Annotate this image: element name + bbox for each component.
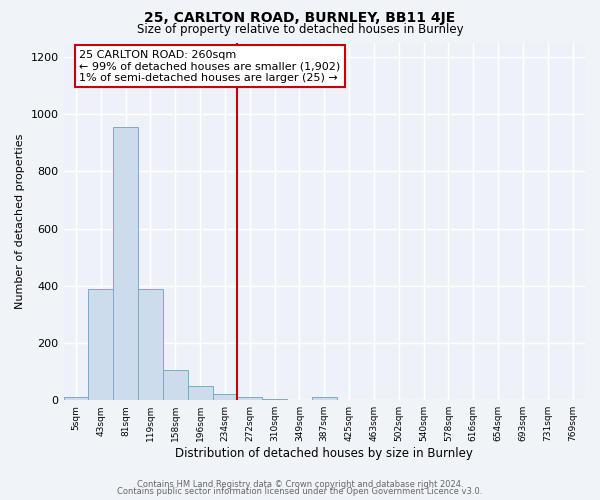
Bar [138, 288, 163, 400]
Bar [238, 398, 262, 400]
Text: 25 CARLTON ROAD: 260sqm
← 99% of detached houses are smaller (1,902)
1% of semi-: 25 CARLTON ROAD: 260sqm ← 99% of detache… [79, 50, 340, 83]
Bar [188, 386, 212, 400]
Y-axis label: Number of detached properties: Number of detached properties [15, 134, 25, 309]
Bar [212, 394, 238, 400]
Bar [163, 370, 188, 400]
Bar [88, 288, 113, 400]
Text: Contains public sector information licensed under the Open Government Licence v3: Contains public sector information licen… [118, 488, 482, 496]
Text: Size of property relative to detached houses in Burnley: Size of property relative to detached ho… [137, 24, 463, 36]
Text: Contains HM Land Registry data © Crown copyright and database right 2024.: Contains HM Land Registry data © Crown c… [137, 480, 463, 489]
X-axis label: Distribution of detached houses by size in Burnley: Distribution of detached houses by size … [175, 447, 473, 460]
Bar [113, 127, 138, 400]
Bar [312, 398, 337, 400]
Bar [262, 399, 287, 400]
Text: 25, CARLTON ROAD, BURNLEY, BB11 4JE: 25, CARLTON ROAD, BURNLEY, BB11 4JE [145, 11, 455, 25]
Bar [64, 398, 88, 400]
